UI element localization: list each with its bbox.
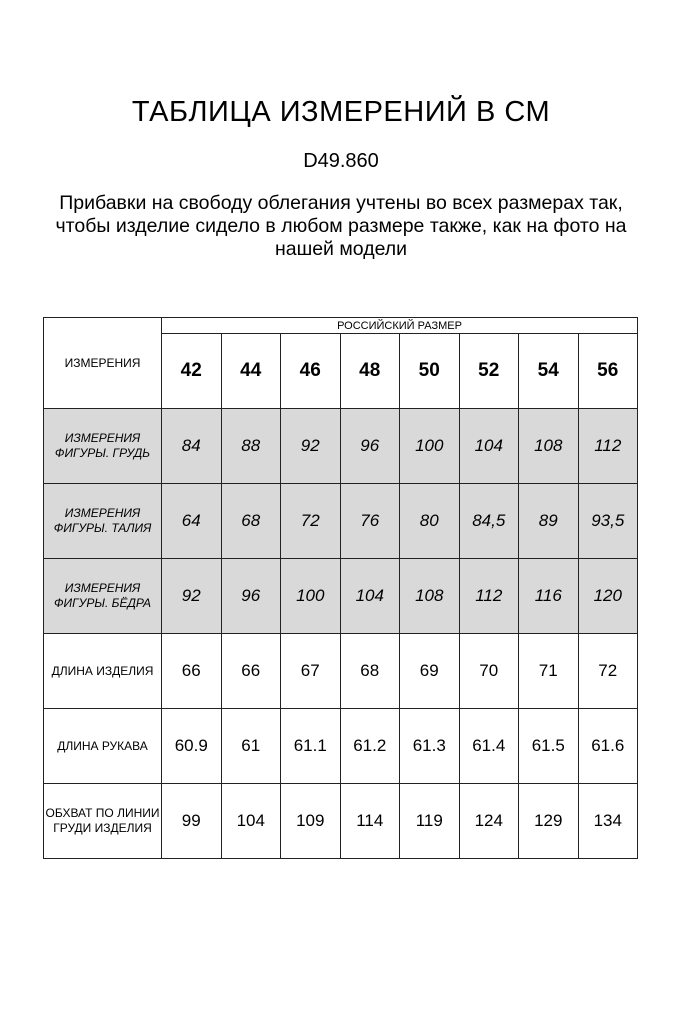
table-cell: 64 <box>161 483 222 559</box>
size-group-header: РОССИЙСКИЙ РАЗМЕР <box>161 317 638 334</box>
row-label: ИЗМЕРЕНИЯ ФИГУРЫ. ГРУДЬ <box>43 408 162 484</box>
table-cell: 88 <box>220 408 281 484</box>
table-cell: 129 <box>518 783 579 859</box>
size-header: 54 <box>518 333 579 409</box>
size-header: 56 <box>577 333 638 409</box>
row-label: ДЛИНА ИЗДЕЛИЯ <box>43 633 162 709</box>
table-cell: 61.6 <box>577 708 638 784</box>
table-cell: 116 <box>518 558 579 634</box>
table-cell: 71 <box>518 633 579 709</box>
row-label: ОБХВАТ ПО ЛИНИИ ГРУДИ ИЗДЕЛИЯ <box>43 783 162 859</box>
table-cell: 66 <box>220 633 281 709</box>
size-header: 50 <box>399 333 460 409</box>
table-cell: 99 <box>161 783 222 859</box>
table-cell: 124 <box>458 783 519 859</box>
fit-note: Прибавки на свободу облегания учтены во … <box>55 192 627 260</box>
table-cell: 104 <box>220 783 281 859</box>
table-row: ИЗМЕРЕНИЯ ФИГУРЫ. ГРУДЬ 84 88 92 96 100 104 108… <box>43 408 638 484</box>
table-cell: 108 <box>518 408 579 484</box>
size-header: 42 <box>161 333 222 409</box>
table-cell: 112 <box>577 408 638 484</box>
table-cell: 112 <box>458 558 519 634</box>
size-header: 44 <box>220 333 281 409</box>
size-table: ИЗМЕРЕНИЯ РОССИЙСКИЙ РАЗМЕР 42 44 46 48 50 52… <box>43 317 638 859</box>
table-cell: 66 <box>161 633 222 709</box>
table-cell: 96 <box>220 558 281 634</box>
corner-header: ИЗМЕРЕНИЯ <box>43 317 162 409</box>
product-code: D49.860 <box>303 150 379 172</box>
table-cell: 108 <box>399 558 460 634</box>
size-header: 46 <box>280 333 341 409</box>
table-cell: 93,5 <box>577 483 638 559</box>
table-row: ИЗМЕРЕНИЯ ФИГУРЫ. ТАЛИЯ 64 68 72 76 80 84,5 89 9… <box>43 483 638 559</box>
row-label: ДЛИНА РУКАВА <box>43 708 162 784</box>
table-cell: 120 <box>577 558 638 634</box>
table-cell: 61.4 <box>458 708 519 784</box>
row-label: ИЗМЕРЕНИЯ ФИГУРЫ. ТАЛИЯ <box>43 483 162 559</box>
table-cell: 67 <box>280 633 341 709</box>
table-cell: 92 <box>280 408 341 484</box>
table-cell: 60.9 <box>161 708 222 784</box>
table-cell: 89 <box>518 483 579 559</box>
table-cell: 68 <box>220 483 281 559</box>
size-header: 52 <box>458 333 519 409</box>
row-label: ИЗМЕРЕНИЯ ФИГУРЫ. БЁДРА <box>43 558 162 634</box>
table-cell: 61.2 <box>339 708 400 784</box>
size-header: 48 <box>339 333 400 409</box>
table-cell: 119 <box>399 783 460 859</box>
table-cell: 114 <box>339 783 400 859</box>
table-cell: 104 <box>339 558 400 634</box>
table-cell: 61.5 <box>518 708 579 784</box>
table-cell: 84 <box>161 408 222 484</box>
table-cell: 84,5 <box>458 483 519 559</box>
table-cell: 96 <box>339 408 400 484</box>
table-cell: 100 <box>399 408 460 484</box>
table-cell: 92 <box>161 558 222 634</box>
table-row: ДЛИНА ИЗДЕЛИЯ 66 66 67 68 69 70 71 72 <box>43 633 638 709</box>
table-row: ДЛИНА РУКАВА 60.9 61 61.1 61.2 61.3 61.4 61.5 61… <box>43 708 638 784</box>
table-cell: 61 <box>220 708 281 784</box>
table-cell: 72 <box>577 633 638 709</box>
table-cell: 72 <box>280 483 341 559</box>
table-cell: 70 <box>458 633 519 709</box>
page-title: ТАБЛИЦА ИЗМЕРЕНИЙ В СМ <box>131 96 551 128</box>
table-cell: 80 <box>399 483 460 559</box>
table-cell: 104 <box>458 408 519 484</box>
table-cell: 61.3 <box>399 708 460 784</box>
table-cell: 68 <box>339 633 400 709</box>
table-row: ИЗМЕРЕНИЯ ФИГУРЫ. БЁДРА 92 96 100 104 108 112 1… <box>43 558 638 634</box>
table-cell: 76 <box>339 483 400 559</box>
table-cell: 100 <box>280 558 341 634</box>
table-cell: 134 <box>577 783 638 859</box>
table-row: ОБХВАТ ПО ЛИНИИ ГРУДИ ИЗДЕЛИЯ 99 104 109 114… <box>43 783 638 859</box>
table-cell: 61.1 <box>280 708 341 784</box>
table-cell: 69 <box>399 633 460 709</box>
table-cell: 109 <box>280 783 341 859</box>
